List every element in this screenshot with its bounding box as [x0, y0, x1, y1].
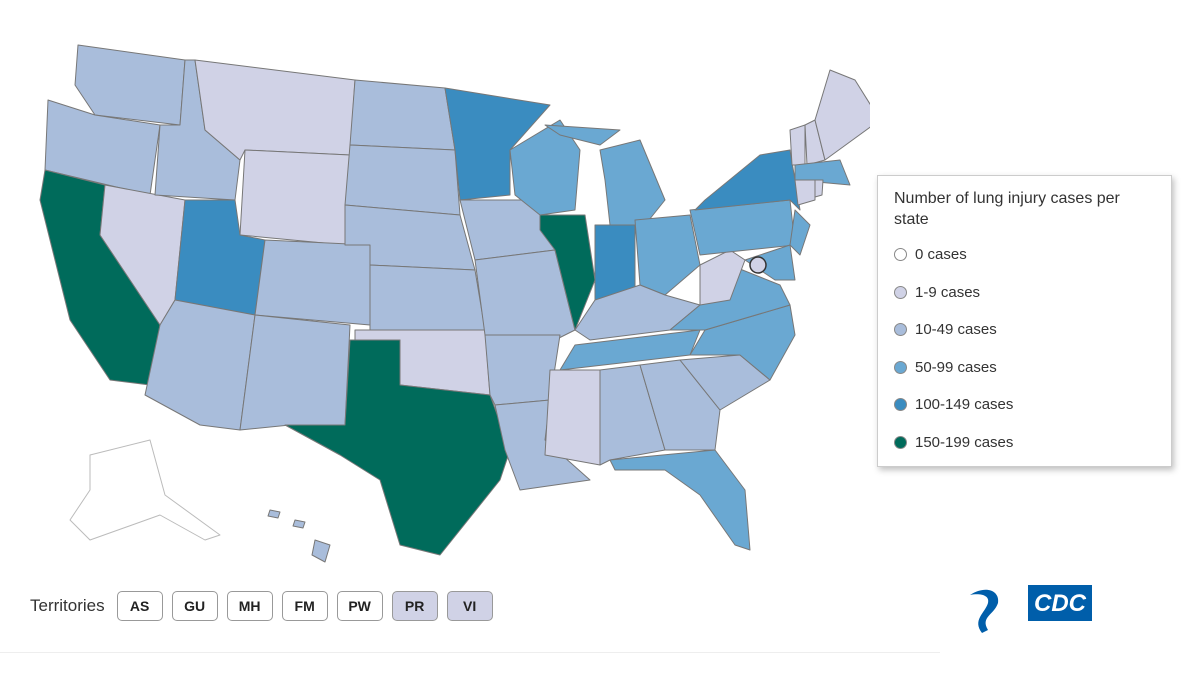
- cdc-text: CDC: [1034, 590, 1087, 617]
- state: [694, 149, 801, 211]
- legend-swatch: [894, 360, 907, 374]
- legend-item: 1-9 cases: [894, 274, 1155, 312]
- legend-label: 0 cases: [915, 246, 967, 264]
- legend-title: Number of lung injury cases per state: [894, 190, 1120, 228]
- state: [634, 214, 701, 296]
- legend-swatch: [894, 323, 907, 337]
- territory-button[interactable]: PW: [336, 591, 383, 621]
- state: [599, 364, 666, 466]
- state: [474, 249, 576, 341]
- state: [311, 539, 331, 563]
- legend-swatch: [894, 285, 907, 299]
- state: [239, 149, 351, 246]
- state: [44, 99, 161, 196]
- legend-swatch: [894, 435, 907, 449]
- territory-button[interactable]: FM: [281, 591, 328, 621]
- territory-button[interactable]: GU: [171, 591, 218, 621]
- footer-rule: [0, 652, 940, 653]
- state: [794, 159, 851, 186]
- legend-label: 50-99 cases: [915, 358, 997, 376]
- territory-button[interactable]: AS: [116, 591, 163, 621]
- territory-buttons: AS GU MH FM PW PR VI: [116, 591, 502, 621]
- state: [574, 284, 701, 341]
- us-map: [39, 44, 870, 563]
- state: [814, 179, 824, 198]
- legend: Number of lung injury cases per state 0 …: [877, 175, 1172, 467]
- territory-button[interactable]: VI: [446, 591, 493, 621]
- dc-marker: [749, 256, 767, 274]
- territories-label: Territories: [30, 596, 105, 615]
- state: [609, 449, 751, 551]
- state: [544, 124, 621, 146]
- state: [239, 314, 351, 431]
- state: [599, 139, 666, 226]
- state: [509, 119, 581, 216]
- state: [814, 69, 870, 161]
- state: [74, 44, 186, 126]
- legend-item: 100-149 cases: [894, 386, 1155, 424]
- legend-swatch: [894, 248, 907, 262]
- state: [284, 339, 511, 556]
- state: [267, 509, 281, 519]
- state: [344, 144, 461, 216]
- state: [639, 359, 721, 451]
- legend-item: 50-99 cases: [894, 349, 1155, 387]
- legend-label: 1-9 cases: [915, 283, 981, 301]
- hhs-eagle: [970, 589, 999, 633]
- legend-item: 10-49 cases: [894, 311, 1155, 349]
- state: [794, 179, 816, 206]
- state: [744, 244, 796, 281]
- legend-item: 150-199 cases: [894, 424, 1155, 462]
- territories: Territories AS GU MH FM PW PR VI: [30, 591, 502, 621]
- cdc-box: [1028, 585, 1092, 621]
- cdc-logo: CDC: [970, 585, 1092, 633]
- legend-items: 0 cases 1-9 cases 10-49 cases 50-99 cases 10…: [894, 236, 1155, 461]
- territory-button[interactable]: MH: [226, 591, 273, 621]
- state: [349, 79, 456, 151]
- state: [369, 264, 486, 331]
- legend-label: 150-199 cases: [915, 433, 1014, 451]
- legend-item: 0 cases: [894, 236, 1155, 274]
- territory-button[interactable]: PR: [391, 591, 438, 621]
- state: [789, 209, 811, 256]
- state: [254, 239, 371, 326]
- state: [789, 124, 806, 166]
- state: [444, 87, 551, 201]
- legend-label: 10-49 cases: [915, 321, 997, 339]
- state: [544, 369, 601, 466]
- legend-label: 100-149 cases: [915, 396, 1014, 414]
- legend-swatch: [894, 398, 907, 412]
- state: [69, 439, 221, 541]
- state: [292, 519, 306, 529]
